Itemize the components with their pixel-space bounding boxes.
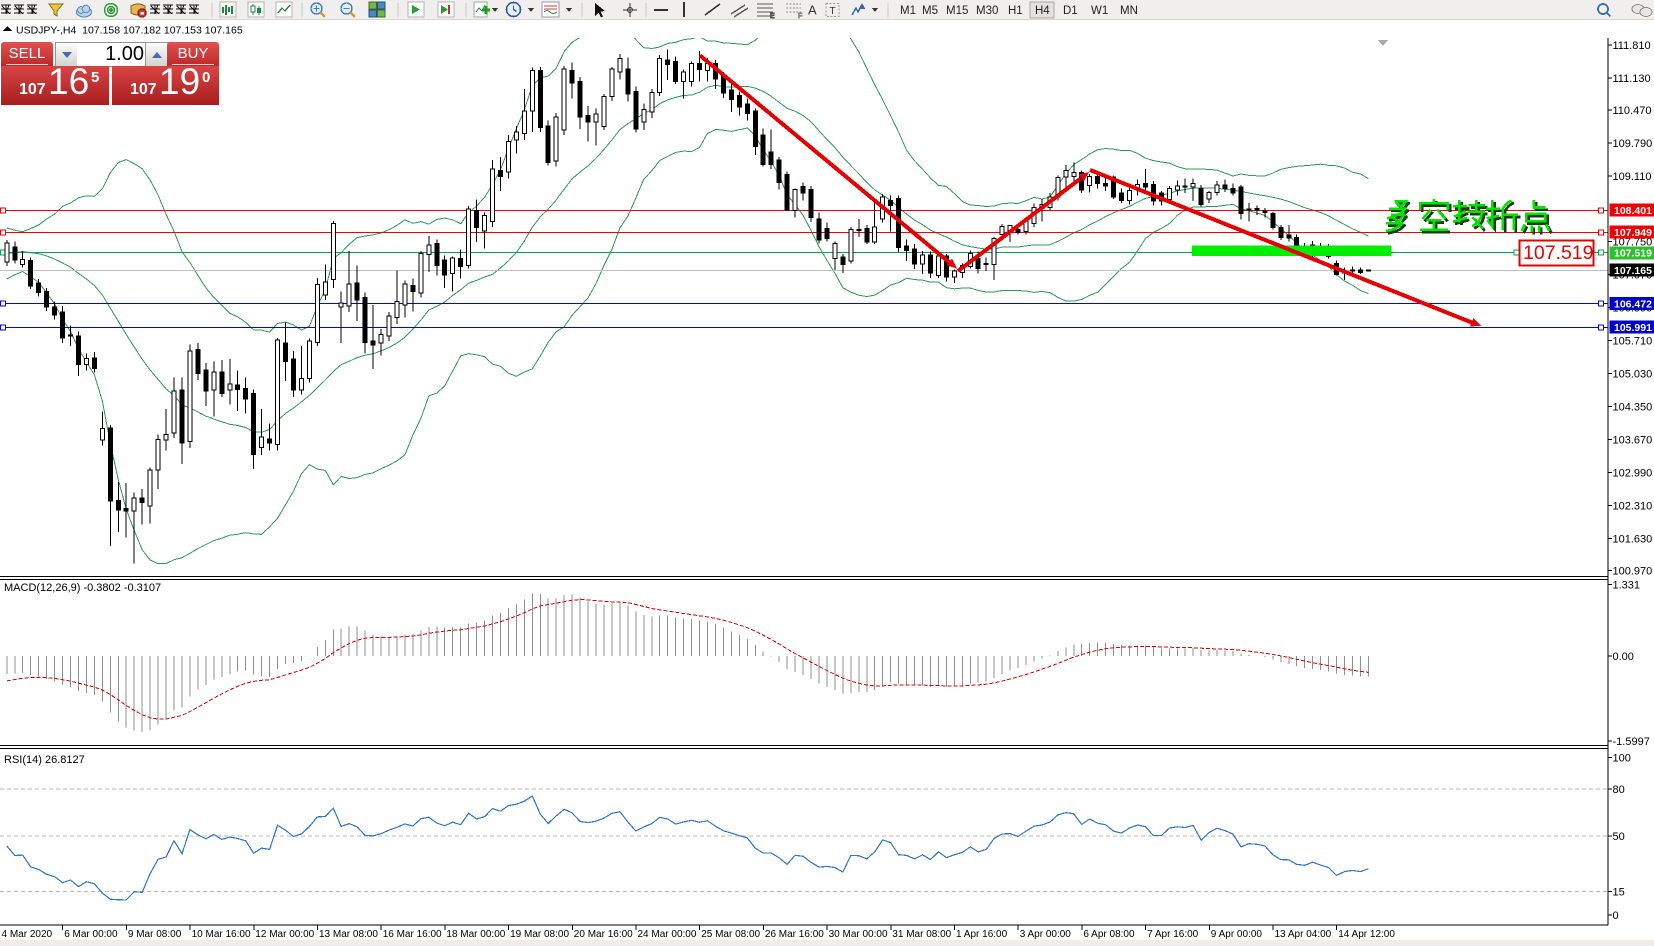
- svg-text:9 Mar 08:00: 9 Mar 08:00: [128, 929, 182, 940]
- svg-text:4 Mar 2020: 4 Mar 2020: [2, 929, 53, 940]
- svg-text:14 Apr 12:00: 14 Apr 12:00: [1338, 929, 1395, 940]
- svg-text:102.990: 102.990: [1613, 468, 1653, 480]
- svg-text:USDJPY-,H4 107.158 107.182 10: USDJPY-,H4 107.158 107.182 107.153 107.1…: [16, 25, 243, 37]
- svg-text:M1: M1: [900, 5, 916, 17]
- svg-text:25 Mar 08:00: 25 Mar 08:00: [701, 929, 760, 940]
- svg-text:-1.5997: -1.5997: [1613, 736, 1650, 748]
- svg-text:16 Mar 16:00: 16 Mar 16:00: [383, 929, 442, 940]
- svg-text:F: F: [798, 13, 802, 20]
- svg-text:D1: D1: [1063, 5, 1078, 17]
- svg-text:9 Apr 00:00: 9 Apr 00:00: [1211, 929, 1263, 940]
- svg-text:24 Mar 00:00: 24 Mar 00:00: [638, 929, 697, 940]
- svg-text:E: E: [770, 13, 775, 20]
- svg-text:107.519: 107.519: [1614, 248, 1652, 260]
- svg-text:M30: M30: [976, 5, 998, 17]
- svg-text:13 Apr 04:00: 13 Apr 04:00: [1275, 929, 1332, 940]
- svg-text:1 Apr 16:00: 1 Apr 16:00: [956, 929, 1008, 940]
- svg-text:H1: H1: [1008, 5, 1023, 17]
- svg-text:105.710: 105.710: [1613, 336, 1653, 348]
- svg-text:111.130: 111.130: [1613, 73, 1651, 85]
- svg-text:19 Mar 08:00: 19 Mar 08:00: [510, 929, 569, 940]
- svg-text:109.110: 109.110: [1613, 171, 1652, 183]
- svg-text:105.030: 105.030: [1613, 369, 1653, 381]
- svg-text:MN: MN: [1120, 5, 1138, 17]
- svg-text:1.331: 1.331: [1613, 580, 1641, 592]
- svg-text:110.470: 110.470: [1613, 105, 1652, 117]
- svg-text:80: 80: [1613, 784, 1625, 796]
- svg-text:12 Mar 00:00: 12 Mar 00:00: [255, 929, 314, 940]
- svg-text:107.519: 107.519: [1523, 242, 1594, 264]
- svg-text:100.970: 100.970: [1613, 566, 1653, 578]
- svg-text:T: T: [830, 6, 836, 17]
- svg-text:107.165: 107.165: [1614, 265, 1652, 277]
- svg-text:30 Mar 00:00: 30 Mar 00:00: [829, 929, 888, 940]
- svg-text:15: 15: [1613, 886, 1625, 898]
- svg-text:105.991: 105.991: [1614, 322, 1652, 334]
- svg-text:100: 100: [1613, 753, 1631, 765]
- svg-text:0: 0: [1613, 910, 1619, 922]
- svg-text:W1: W1: [1091, 5, 1108, 17]
- svg-text:A: A: [808, 3, 817, 18]
- svg-text:20 Mar 16:00: 20 Mar 16:00: [574, 929, 633, 940]
- svg-text:101.630: 101.630: [1613, 534, 1653, 546]
- svg-text:31 Mar 08:00: 31 Mar 08:00: [892, 929, 951, 940]
- svg-text:0.00: 0.00: [1613, 651, 1634, 663]
- svg-text:3 Apr 00:00: 3 Apr 00:00: [1020, 929, 1072, 940]
- svg-text:13 Mar 08:00: 13 Mar 08:00: [319, 929, 378, 940]
- svg-text:106.472: 106.472: [1614, 299, 1652, 311]
- svg-text:18 Mar 00:00: 18 Mar 00:00: [446, 929, 505, 940]
- svg-text:107.750: 107.750: [1613, 237, 1653, 249]
- svg-text:MACD(12,26,9) -0.3802 -0.3107: MACD(12,26,9) -0.3802 -0.3107: [4, 582, 161, 594]
- svg-text:108.401: 108.401: [1614, 205, 1652, 217]
- svg-text:H4: H4: [1035, 5, 1050, 17]
- svg-text:10 Mar 16:00: 10 Mar 16:00: [192, 929, 251, 940]
- svg-text:M15: M15: [946, 5, 968, 17]
- svg-text:RSI(14) 26.8127: RSI(14) 26.8127: [4, 754, 85, 766]
- svg-text:50: 50: [1613, 831, 1625, 843]
- svg-text:111.810: 111.810: [1613, 40, 1651, 52]
- svg-text:6 Mar 00:00: 6 Mar 00:00: [64, 929, 118, 940]
- svg-text:7 Apr 16:00: 7 Apr 16:00: [1147, 929, 1199, 940]
- svg-text:109.790: 109.790: [1613, 138, 1653, 150]
- svg-text:102.310: 102.310: [1613, 501, 1653, 513]
- svg-text:107.949: 107.949: [1614, 227, 1652, 239]
- svg-text:104.350: 104.350: [1613, 402, 1653, 414]
- svg-text:6 Apr 08:00: 6 Apr 08:00: [1083, 929, 1135, 940]
- svg-text:103.670: 103.670: [1613, 435, 1653, 447]
- svg-text:26 Mar 16:00: 26 Mar 16:00: [765, 929, 824, 940]
- svg-text:M5: M5: [922, 5, 938, 17]
